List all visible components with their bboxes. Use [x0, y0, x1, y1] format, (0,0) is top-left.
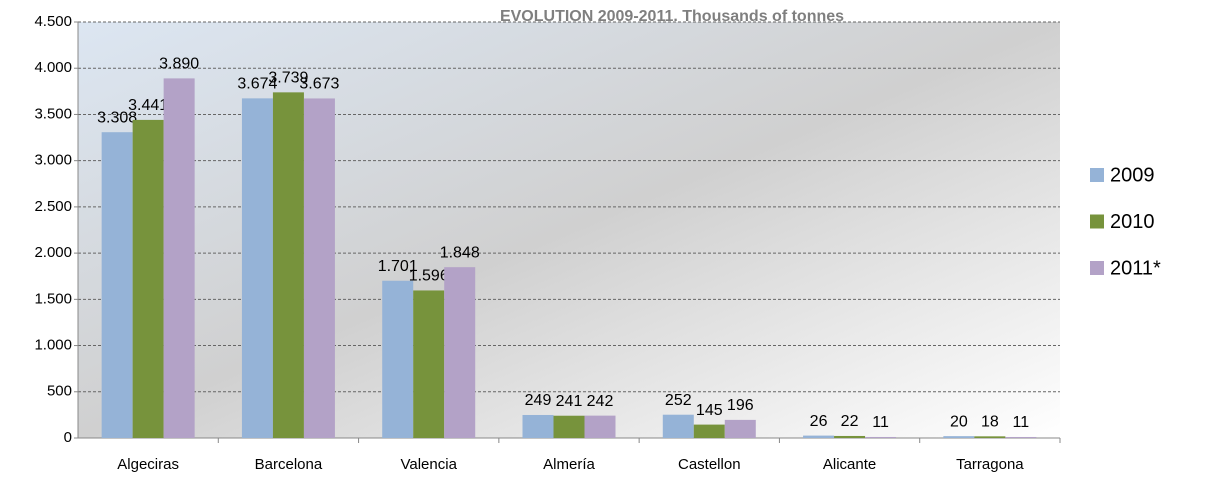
data-label: 252 — [665, 392, 692, 409]
data-label: 3.739 — [268, 70, 308, 87]
data-label: 3.674 — [237, 76, 277, 93]
bar — [303, 98, 335, 439]
x-tick-label: Castellon — [678, 456, 741, 473]
bar — [803, 435, 835, 438]
bar — [272, 92, 304, 438]
data-label: 22 — [841, 413, 859, 430]
y-tick-label: 3.000 — [34, 152, 72, 169]
x-tick-label: Almería — [543, 456, 595, 473]
y-tick-label: 4.000 — [34, 59, 72, 76]
data-label: 249 — [525, 392, 552, 409]
y-tick-label: 1.000 — [34, 337, 72, 354]
bar — [834, 435, 866, 438]
y-tick-label: 3.500 — [34, 105, 72, 122]
x-tick-label: Valencia — [400, 456, 457, 473]
data-label: 1.848 — [440, 244, 480, 261]
x-tick-label: Algeciras — [117, 456, 179, 473]
bar — [584, 415, 616, 438]
bar — [865, 436, 897, 438]
x-tick-label: Tarragona — [956, 456, 1024, 473]
bar — [132, 119, 164, 438]
legend-label: 2010 — [1110, 211, 1155, 233]
data-label: 1.701 — [378, 258, 418, 275]
data-label: 18 — [981, 414, 999, 431]
bar — [553, 415, 585, 438]
bar — [382, 280, 414, 438]
data-label: 145 — [696, 402, 723, 419]
data-label: 26 — [810, 413, 828, 430]
data-label: 241 — [556, 393, 583, 410]
bar — [974, 436, 1006, 438]
chart-title: EVOLUTION 2009-2011. Thousands of tonnes — [500, 8, 844, 25]
bar — [163, 78, 195, 438]
legend-label: 2009 — [1110, 164, 1155, 186]
legend-swatch — [1090, 214, 1104, 229]
bar — [444, 267, 476, 438]
legend-swatch — [1090, 261, 1104, 275]
bar — [662, 414, 694, 438]
y-tick-label: 1.500 — [34, 290, 72, 307]
data-label: 1.596 — [409, 268, 449, 285]
data-label: 11 — [872, 414, 889, 431]
y-tick-label: 500 — [47, 383, 72, 400]
bar — [943, 436, 975, 438]
data-label: 3.673 — [299, 76, 339, 93]
y-tick-label: 2.000 — [34, 244, 72, 261]
legend-swatch — [1090, 168, 1104, 182]
data-label: 3.890 — [159, 56, 199, 73]
legend-label: 2011* — [1110, 257, 1161, 279]
bar — [693, 424, 725, 438]
data-label: 20 — [950, 413, 968, 430]
bar — [241, 98, 273, 439]
data-label: 11 — [1013, 414, 1030, 431]
bar — [724, 419, 756, 438]
bar — [522, 414, 554, 438]
x-tick-label: Barcelona — [255, 456, 323, 473]
data-label: 196 — [727, 397, 754, 414]
bar — [101, 132, 133, 438]
data-label: 3.308 — [97, 109, 137, 126]
bar — [1005, 436, 1037, 438]
data-label: 3.441 — [128, 97, 168, 114]
y-tick-label: 2.500 — [34, 198, 72, 215]
data-label: 242 — [587, 393, 614, 410]
bar — [413, 290, 445, 438]
plot-area — [78, 22, 1060, 438]
x-tick-label: Alicante — [823, 456, 876, 473]
y-tick-label: 4.500 — [34, 13, 72, 30]
y-tick-label: 0 — [64, 429, 72, 446]
